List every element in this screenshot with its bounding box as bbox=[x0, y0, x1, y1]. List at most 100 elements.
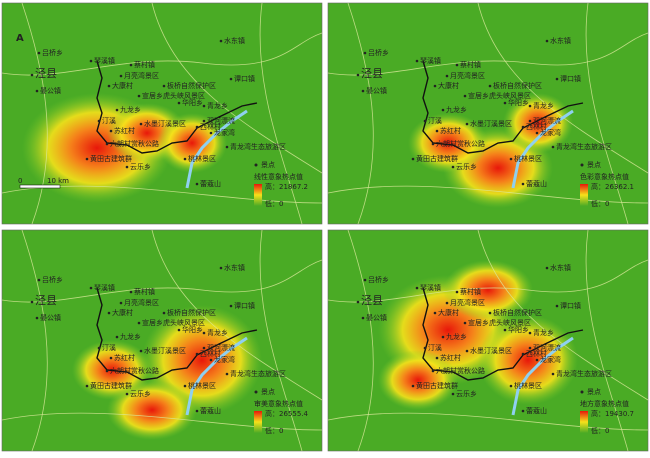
road bbox=[477, 229, 649, 401]
place-label: 水墨汀溪景区 bbox=[470, 346, 512, 355]
legend-low: 低：0 bbox=[591, 199, 609, 208]
scale-bar bbox=[19, 184, 61, 189]
place-dot bbox=[361, 89, 365, 93]
place-dot bbox=[411, 157, 415, 161]
road bbox=[21, 229, 48, 452]
river bbox=[185, 336, 248, 416]
place-label: 月亮湾景区 bbox=[124, 298, 159, 307]
place-dot bbox=[463, 321, 467, 325]
road bbox=[151, 2, 323, 174]
place-label: 云乐乡 bbox=[456, 162, 477, 171]
place-label: 大康村 bbox=[438, 81, 459, 90]
road bbox=[151, 229, 323, 401]
legend-title: 地方意象热点值 bbox=[580, 399, 629, 408]
place-dot bbox=[528, 331, 532, 335]
place-dot bbox=[37, 51, 41, 55]
place-dot bbox=[202, 331, 206, 335]
place-dot bbox=[225, 145, 229, 149]
place-label: 青龙乡 bbox=[207, 101, 228, 110]
place-label: 月亮湾景区 bbox=[450, 298, 485, 307]
scale-zero: 0 bbox=[18, 177, 22, 185]
place-label: 晏公镇 bbox=[366, 86, 387, 95]
place-dot bbox=[183, 384, 187, 388]
place-label: 青龙乡 bbox=[533, 101, 554, 110]
place-dot bbox=[219, 266, 223, 270]
place-label: 蕾蔻山 bbox=[200, 179, 221, 188]
place-dot bbox=[555, 77, 559, 81]
place-dot bbox=[89, 59, 93, 63]
hotspot bbox=[443, 260, 533, 320]
place-label: 六朗村赏秋公路 bbox=[436, 139, 485, 148]
place-dot bbox=[431, 142, 435, 146]
place-label: 琴溪镇 bbox=[420, 283, 441, 292]
place-label: 黄田古建筑群 bbox=[416, 381, 458, 390]
legend-high: 高：19430.7 bbox=[591, 409, 634, 418]
place-label: 蔡村镇 bbox=[460, 60, 481, 69]
place-label: 宣居乡虎头峡风景区 bbox=[468, 318, 531, 327]
place-label: 谭口镇 bbox=[234, 301, 255, 310]
place-label: 水东镇 bbox=[550, 36, 571, 45]
place-dot bbox=[229, 77, 233, 81]
place-dot bbox=[551, 145, 555, 149]
place-dot bbox=[488, 311, 492, 315]
place-label: 苏红村 bbox=[440, 353, 461, 362]
place-label: 蔡村镇 bbox=[134, 287, 155, 296]
place-dot bbox=[162, 311, 166, 315]
place-dot bbox=[356, 73, 360, 77]
hotspot bbox=[503, 93, 573, 153]
place-label: 汀溪 bbox=[428, 343, 442, 352]
place-dot bbox=[137, 94, 141, 98]
place-dot bbox=[528, 119, 532, 123]
road bbox=[259, 229, 303, 452]
road bbox=[347, 2, 374, 225]
place-dot bbox=[415, 59, 419, 63]
place-label: 水东镇 bbox=[224, 36, 245, 45]
legend-title: 色彩意象热点值 bbox=[580, 172, 629, 181]
place-label: 泾县 bbox=[361, 294, 383, 307]
place-dot bbox=[115, 108, 119, 112]
road bbox=[585, 2, 629, 225]
place-label: 板桥自然保护区 bbox=[493, 308, 542, 317]
place-label: 黄田古建筑群 bbox=[416, 154, 458, 163]
place-label: 桃林景区 bbox=[188, 154, 216, 163]
place-label: 龙家湾 bbox=[214, 128, 235, 137]
place-label: 谭口镇 bbox=[234, 74, 255, 83]
place-label: 桃林景区 bbox=[514, 154, 542, 163]
place-dot bbox=[202, 104, 206, 108]
place-dot bbox=[119, 74, 123, 78]
place-dot bbox=[503, 101, 507, 105]
place-label: 西林村 bbox=[200, 122, 221, 131]
place-dot bbox=[555, 304, 559, 308]
place-dot bbox=[107, 84, 111, 88]
place-dot bbox=[30, 300, 34, 304]
place-dot bbox=[209, 131, 213, 135]
place-dot bbox=[435, 129, 439, 133]
place-dot bbox=[115, 335, 119, 339]
place-dot bbox=[415, 286, 419, 290]
place-label: 桃林景区 bbox=[514, 381, 542, 390]
place-label: 谭口镇 bbox=[560, 301, 581, 310]
hotspot bbox=[378, 350, 458, 410]
place-dot bbox=[445, 301, 449, 305]
place-dot bbox=[509, 157, 513, 161]
place-label: 汀溪 bbox=[428, 116, 442, 125]
place-dot bbox=[356, 300, 360, 304]
place-label: 晏公镇 bbox=[40, 86, 61, 95]
place-dot bbox=[455, 290, 459, 294]
place-dot bbox=[521, 182, 525, 186]
legend-high: 高：26555.4 bbox=[265, 409, 308, 418]
road bbox=[1, 412, 323, 431]
place-dot bbox=[119, 301, 123, 305]
place-dot bbox=[528, 346, 532, 350]
place-dot bbox=[441, 108, 445, 112]
place-label: 六朗村赏秋公路 bbox=[436, 366, 485, 375]
place-label: 板桥自然保护区 bbox=[167, 308, 216, 317]
place-label: 云乐乡 bbox=[130, 389, 151, 398]
place-dot bbox=[445, 74, 449, 78]
place-label: 龙家湾 bbox=[540, 128, 561, 137]
hotspot bbox=[157, 113, 227, 173]
place-dot bbox=[202, 346, 206, 350]
road bbox=[1, 32, 323, 76]
place-dot bbox=[509, 384, 513, 388]
place-label: 六朗村赏秋公路 bbox=[110, 139, 159, 148]
